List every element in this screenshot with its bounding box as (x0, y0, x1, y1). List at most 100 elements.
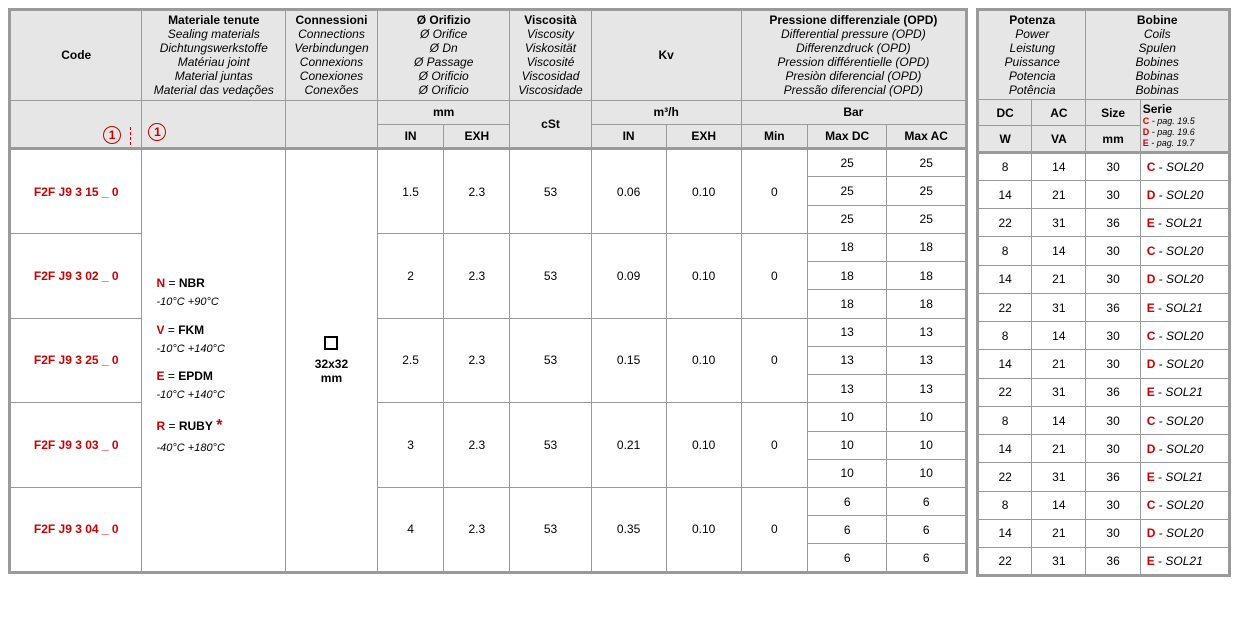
cell-serie: C - SOL20 (1140, 152, 1229, 180)
cell-maxdc: 25 (807, 149, 886, 177)
cell-serie: C - SOL20 (1140, 322, 1229, 350)
cell-maxac: 18 (887, 233, 967, 261)
cell-size: 30 (1086, 152, 1140, 180)
cell-serie: D - SOL20 (1140, 435, 1229, 463)
cell-va: 31 (1032, 463, 1086, 491)
hdr-conn-blank (286, 100, 378, 148)
cell-maxdc: 10 (807, 431, 886, 459)
hdr-coils: Bobine Coils Spulen Bobines Bobinas Bobi… (1086, 10, 1230, 100)
product-code: F2F J9 3 03 _ 0 (10, 403, 142, 488)
cell-maxdc: 18 (807, 262, 886, 290)
cell-size: 36 (1086, 548, 1140, 576)
hdr-opd: Pressione differenziale (OPD) Differenti… (741, 10, 966, 101)
circle-icon: 1 (103, 126, 121, 144)
cell-va: 31 (1032, 209, 1086, 237)
cell-serie: D - SOL20 (1140, 265, 1229, 293)
hdr-code: Code (10, 10, 142, 101)
cell-maxac: 10 (887, 403, 967, 431)
square-icon (324, 336, 338, 350)
cell-va: 31 (1032, 378, 1086, 406)
cell-w: 8 (978, 322, 1032, 350)
cell-w: 22 (978, 293, 1032, 321)
cell-maxdc: 25 (807, 205, 886, 233)
hdr-kvexh: EXH (666, 124, 741, 148)
cell-kvexh: 0.10 (666, 149, 741, 234)
cell-kvin: 0.09 (591, 233, 666, 318)
cell-kvexh: 0.10 (666, 487, 741, 572)
main-table: Code Materiale tenute Sealing materials … (8, 8, 968, 574)
hdr-serie: Serie C - pag. 19.5 D - pag. 19.6 E - pa… (1140, 100, 1229, 153)
cell-min: 0 (741, 233, 807, 318)
cell-maxdc: 25 (807, 177, 886, 205)
cell-in: 1.5 (377, 149, 443, 234)
product-code: F2F J9 3 25 _ 0 (10, 318, 142, 403)
cell-kvin: 0.35 (591, 487, 666, 572)
hdr-connections: Connessioni Connections Verbindungen Con… (286, 10, 378, 101)
cell-w: 8 (978, 237, 1032, 265)
cell-min: 0 (741, 149, 807, 234)
cell-exh: 2.3 (444, 233, 510, 318)
product-code: F2F J9 3 15 _ 0 (10, 149, 142, 234)
cell-va: 14 (1032, 322, 1086, 350)
cell-in: 3 (377, 403, 443, 488)
hdr-va: VA (1032, 126, 1086, 152)
cell-w: 22 (978, 463, 1032, 491)
cell-kvexh: 0.10 (666, 403, 741, 488)
cell-size: 36 (1086, 378, 1140, 406)
cell-serie: C - SOL20 (1140, 406, 1229, 434)
cell-maxdc: 6 (807, 544, 886, 572)
cell-size: 36 (1086, 293, 1140, 321)
cell-maxdc: 18 (807, 290, 886, 318)
cell-cst: 53 (510, 403, 591, 488)
cell-maxac: 10 (887, 431, 967, 459)
cell-size: 30 (1086, 181, 1140, 209)
cell-serie: E - SOL21 (1140, 378, 1229, 406)
cell-maxdc: 6 (807, 487, 886, 515)
cell-kvexh: 0.10 (666, 233, 741, 318)
cell-exh: 2.3 (444, 149, 510, 234)
cell-serie: E - SOL21 (1140, 293, 1229, 321)
hdr-kvin: IN (591, 124, 666, 148)
cell-maxac: 10 (887, 459, 967, 487)
cell-size: 36 (1086, 463, 1140, 491)
circle-icon: 1 (148, 123, 166, 141)
cell-cst: 53 (510, 318, 591, 403)
materials-cell: N = NBR-10°C +90°CV = FKM-10°C +140°CE =… (142, 149, 286, 573)
cell-w: 22 (978, 378, 1032, 406)
hdr-circle-code: 1 (10, 100, 142, 148)
cell-in: 2.5 (377, 318, 443, 403)
hdr-bar: Bar (741, 100, 966, 124)
cell-va: 21 (1032, 519, 1086, 547)
cell-serie: D - SOL20 (1140, 350, 1229, 378)
cell-maxdc: 10 (807, 403, 886, 431)
cell-serie: C - SOL20 (1140, 491, 1229, 519)
cell-serie: D - SOL20 (1140, 181, 1229, 209)
hdr-kv: Kv (591, 10, 741, 101)
cell-w: 14 (978, 181, 1032, 209)
cell-maxdc: 13 (807, 346, 886, 374)
cell-maxac: 18 (887, 262, 967, 290)
cell-serie: E - SOL21 (1140, 209, 1229, 237)
cell-w: 14 (978, 519, 1032, 547)
cell-size: 30 (1086, 265, 1140, 293)
hdr-ac: AC (1032, 100, 1086, 126)
cell-w: 22 (978, 548, 1032, 576)
cell-maxac: 25 (887, 177, 967, 205)
cell-maxdc: 18 (807, 233, 886, 261)
cell-va: 21 (1032, 181, 1086, 209)
cell-va: 14 (1032, 406, 1086, 434)
hdr-maxdc: Max DC (807, 124, 886, 148)
cell-min: 0 (741, 487, 807, 572)
cell-w: 14 (978, 350, 1032, 378)
cell-va: 21 (1032, 265, 1086, 293)
hdr-dc: DC (978, 100, 1032, 126)
product-code: F2F J9 3 02 _ 0 (10, 233, 142, 318)
cell-w: 8 (978, 406, 1032, 434)
cell-in: 2 (377, 233, 443, 318)
hdr-circle-mat: 1 (142, 100, 286, 148)
cell-size: 30 (1086, 519, 1140, 547)
cell-size: 30 (1086, 435, 1140, 463)
hdr-maxac: Max AC (887, 124, 967, 148)
cell-w: 14 (978, 265, 1032, 293)
cell-maxac: 13 (887, 346, 967, 374)
